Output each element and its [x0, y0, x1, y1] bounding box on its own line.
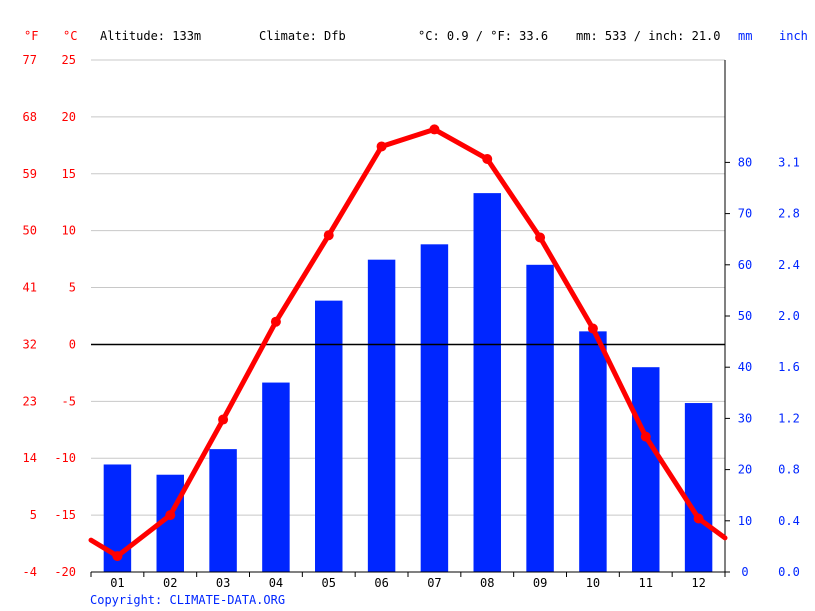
- inch-unit-label: inch: [779, 29, 808, 43]
- mm-tick-label: 60: [738, 258, 752, 272]
- temperature-point: [482, 153, 493, 164]
- month-tick-label: 09: [533, 576, 547, 590]
- month-tick-label: 12: [691, 576, 705, 590]
- inch-tick-label: 0.4: [778, 514, 800, 528]
- fahrenheit-tick-label: 23: [23, 394, 37, 408]
- celsius-tick-label: 20: [62, 110, 76, 124]
- precipitation-bar: [420, 244, 449, 572]
- fahrenheit-unit-label: °F: [24, 29, 38, 43]
- fahrenheit-tick-label: -4: [23, 565, 37, 579]
- temperature-point: [218, 414, 229, 425]
- temperature-point: [112, 551, 123, 562]
- month-tick-label: 06: [374, 576, 388, 590]
- fahrenheit-tick-label: 32: [23, 337, 37, 351]
- fahrenheit-tick-label: 50: [23, 224, 37, 238]
- precipitation-bar: [473, 193, 501, 572]
- precipitation-bar: [315, 300, 343, 572]
- celsius-unit-label: °C: [63, 29, 77, 43]
- mm-tick-label: 40: [738, 360, 752, 374]
- fahrenheit-tick-label: 77: [23, 53, 37, 67]
- fahrenheit-tick-label: 14: [23, 451, 37, 465]
- celsius-tick-label: -5: [62, 394, 76, 408]
- precipitation-bar: [367, 259, 396, 572]
- celsius-tick-label: -10: [54, 451, 76, 465]
- inch-tick-label: 2.4: [778, 258, 800, 272]
- precipitation-bar: [209, 449, 237, 572]
- month-tick-label: 05: [322, 576, 336, 590]
- month-tick-label: 01: [110, 576, 124, 590]
- celsius-tick-label: 25: [62, 53, 76, 67]
- temperature-point: [376, 141, 387, 152]
- temperature-point: [165, 510, 176, 521]
- inch-tick-label: 3.1: [778, 155, 800, 169]
- celsius-tick-label: 5: [69, 281, 76, 295]
- average-temperature-label: °C: 0.9 / °F: 33.6: [418, 29, 548, 43]
- precipitation-bars: [103, 193, 713, 572]
- mm-unit-label: mm: [738, 29, 752, 43]
- temperature-point: [429, 124, 440, 135]
- inch-tick-label: 2.8: [778, 207, 800, 221]
- temperature-point: [535, 232, 546, 243]
- mm-tick-label: 30: [738, 411, 752, 425]
- temperature-point: [587, 323, 598, 334]
- grid-lines: [91, 59, 725, 516]
- temperature-point: [270, 316, 281, 327]
- celsius-tick-label: 0: [69, 337, 76, 351]
- month-tick-label: 08: [480, 576, 494, 590]
- month-tick-label: 10: [586, 576, 600, 590]
- mm-tick-label: 20: [738, 463, 752, 477]
- temperature-point: [323, 230, 334, 241]
- temperature-line: [88, 124, 728, 562]
- mm-tick-label: 80: [738, 155, 752, 169]
- precipitation-bar: [632, 367, 660, 572]
- chart-axes: [90, 60, 730, 577]
- temperature-point: [693, 513, 704, 524]
- copyright-footer: Copyright: CLIMATE-DATA.ORG: [90, 593, 285, 607]
- month-tick-label: 04: [269, 576, 283, 590]
- month-tick-label: 07: [427, 576, 441, 590]
- mm-tick-label: 50: [738, 309, 752, 323]
- altitude-label: Altitude: 133m: [100, 29, 201, 43]
- precipitation-bar: [579, 331, 607, 572]
- mm-tick-label: 10: [738, 514, 752, 528]
- fahrenheit-tick-label: 68: [23, 110, 37, 124]
- mm-tick-label: 0: [741, 565, 748, 579]
- precipitation-bar: [262, 382, 290, 572]
- month-tick-label: 03: [216, 576, 230, 590]
- inch-tick-label: 0.0: [778, 565, 800, 579]
- inch-tick-label: 0.8: [778, 463, 800, 477]
- fahrenheit-tick-label: 41: [23, 281, 37, 295]
- celsius-tick-label: 15: [62, 167, 76, 181]
- fahrenheit-tick-label: 5: [30, 508, 37, 522]
- mm-tick-label: 70: [738, 207, 752, 221]
- climate-label: Climate: Dfb: [259, 29, 346, 43]
- tick-labels: 2577206815591050541032-523-1014-155-20-4…: [23, 53, 800, 590]
- celsius-tick-label: 10: [62, 224, 76, 238]
- celsius-tick-label: -15: [54, 508, 76, 522]
- celsius-tick-label: -20: [54, 565, 76, 579]
- month-tick-label: 02: [163, 576, 177, 590]
- precipitation-bar: [526, 264, 554, 572]
- inch-tick-label: 2.0: [778, 309, 800, 323]
- temperature-point: [640, 431, 651, 442]
- fahrenheit-tick-label: 59: [23, 167, 37, 181]
- precipitation-total-label: mm: 533 / inch: 21.0: [576, 29, 721, 43]
- inch-tick-label: 1.6: [778, 360, 800, 374]
- inch-tick-label: 1.2: [778, 411, 800, 425]
- month-tick-label: 11: [639, 576, 653, 590]
- precipitation-bar: [684, 403, 713, 572]
- temperature-polyline: [88, 126, 728, 559]
